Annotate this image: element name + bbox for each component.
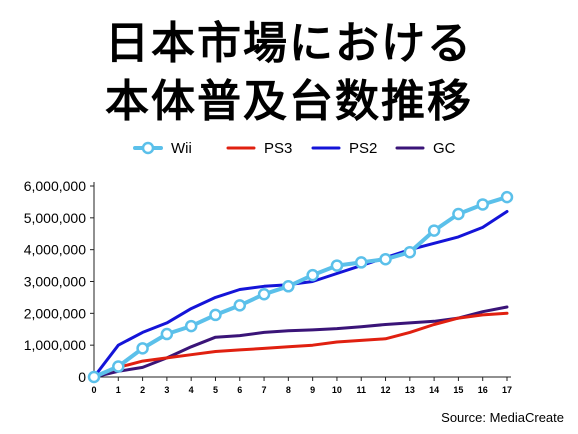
legend-label: Wii xyxy=(171,140,192,157)
data-point-wii xyxy=(209,308,222,322)
x-tick-label: 17 xyxy=(502,385,512,395)
data-point-wii xyxy=(257,287,271,301)
series-ps2 xyxy=(92,210,509,379)
data-point-wii xyxy=(476,198,489,211)
data-point-wii xyxy=(500,190,514,204)
y-tick-label: 4,000,000 xyxy=(24,242,86,258)
x-tick-label: 1 xyxy=(116,385,121,395)
data-point-wii xyxy=(233,299,247,312)
y-tick-label: 6,000,000 xyxy=(24,178,86,194)
x-tick-label: 3 xyxy=(164,385,169,395)
x-tick-label: 10 xyxy=(332,385,342,395)
legend-item-wii: Wii xyxy=(133,140,192,157)
x-tick-label: 14 xyxy=(429,385,439,395)
data-point-wii xyxy=(87,370,101,384)
y-tick-label: 0 xyxy=(78,369,86,385)
x-tick-label: 6 xyxy=(237,385,242,395)
y-tick-label: 3,000,000 xyxy=(24,274,86,290)
x-tick-label: 8 xyxy=(286,385,291,395)
legend-label: PS2 xyxy=(349,140,377,157)
x-tick-label: 7 xyxy=(262,385,267,395)
y-tick-label: 2,000,000 xyxy=(24,305,86,321)
data-point-wii xyxy=(403,245,417,259)
series-layer xyxy=(87,190,514,384)
data-point-wii xyxy=(379,252,392,266)
chart-title-line-1: 日本市場における xyxy=(105,18,473,69)
legend-label: GC xyxy=(433,140,456,157)
x-tick-label: 16 xyxy=(478,385,488,395)
chart-axes: 0 1,000,000 2,000,000 3,000,000 4,000,000 5,0… xyxy=(24,178,512,395)
y-tick-label: 1,000,000 xyxy=(24,337,86,353)
series-line-ps2 xyxy=(92,210,509,379)
series-line-wii xyxy=(92,195,509,379)
series-ps3 xyxy=(92,311,509,379)
data-point-wii xyxy=(282,280,295,293)
x-tick-label: 11 xyxy=(356,385,366,395)
source-caption: Source: MediaCreate xyxy=(441,410,564,425)
data-point-wii xyxy=(306,268,319,282)
data-point-wii xyxy=(330,259,344,272)
x-tick-label: 4 xyxy=(189,385,194,395)
data-point-wii xyxy=(452,207,465,221)
legend-marker xyxy=(141,141,155,155)
data-point-wii xyxy=(112,360,125,373)
legend-item-ps2: PS2 xyxy=(311,140,377,157)
data-point-wii xyxy=(354,256,368,269)
x-tick-label: 12 xyxy=(381,385,391,395)
legend-item-gc: GC xyxy=(395,140,456,157)
x-tick-label: 9 xyxy=(310,385,315,395)
data-point-wii xyxy=(184,319,198,333)
x-tick-label: 13 xyxy=(405,385,415,395)
series-line-ps3 xyxy=(92,311,509,379)
x-tick-label: 15 xyxy=(453,385,463,395)
legend-label: PS3 xyxy=(264,140,292,157)
legend: Wii PS3 PS2 GC xyxy=(133,140,456,157)
x-tick-label: 2 xyxy=(140,385,145,395)
y-tick-label: 5,000,000 xyxy=(24,210,86,226)
data-point-wii xyxy=(136,342,149,355)
x-tick-label: 5 xyxy=(213,385,218,395)
data-point-wii xyxy=(160,327,174,341)
data-point-wii xyxy=(427,224,441,237)
legend-item-ps3: PS3 xyxy=(226,140,292,157)
series-wii xyxy=(87,190,514,384)
x-tick-label: 0 xyxy=(91,385,96,395)
chart-title-line-2: 本体普及台数推移 xyxy=(105,76,473,127)
